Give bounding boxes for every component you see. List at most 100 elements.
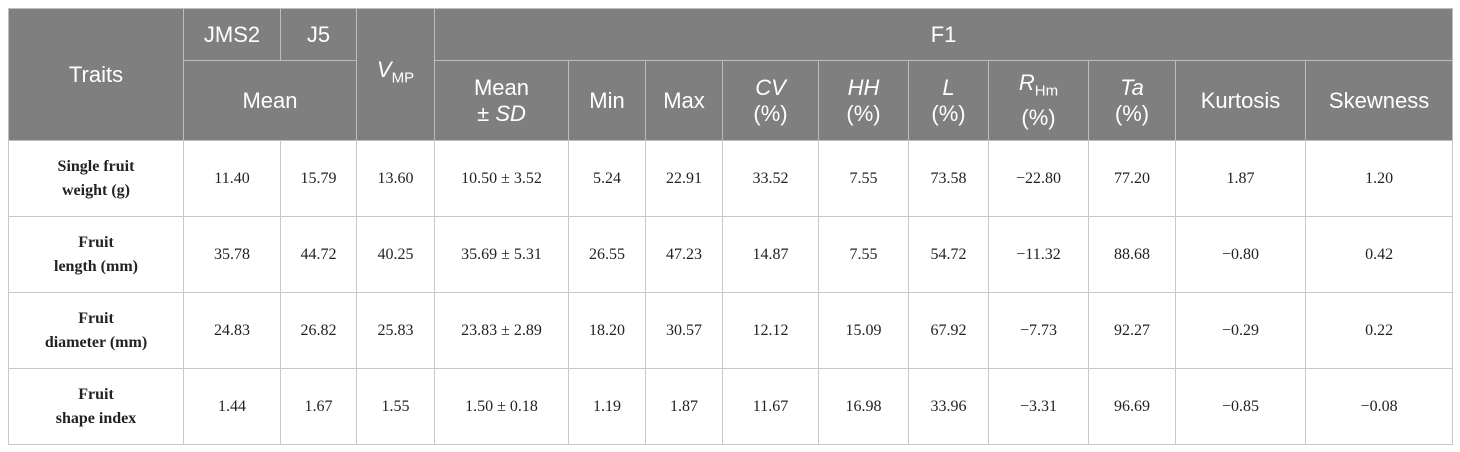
value-cell: 40.25 bbox=[356, 216, 435, 293]
value-cell: 1.44 bbox=[183, 368, 281, 445]
value-cell: 67.92 bbox=[908, 292, 989, 369]
value-cell: 47.23 bbox=[645, 216, 723, 293]
header-cell: J5 bbox=[280, 8, 357, 61]
table-row: Fruit diameter (mm) 24.83 26.82 25.83 23.83 ±… bbox=[8, 292, 1454, 369]
value-cell: 22.91 bbox=[645, 140, 723, 217]
value-cell: 1.50 ± 0.18 bbox=[434, 368, 569, 445]
value-cell: 1.20 bbox=[1304, 140, 1454, 217]
value-cell: 7.55 bbox=[818, 140, 909, 217]
symbol: V bbox=[376, 57, 392, 83]
header-cell: Mean bbox=[183, 60, 357, 141]
value-cell: 96.69 bbox=[1088, 368, 1176, 445]
value-cell: 73.58 bbox=[908, 140, 989, 217]
header-text: Kurtosis bbox=[1200, 87, 1281, 113]
trait-cell: Fruit diameter (mm) bbox=[8, 292, 184, 369]
value-cell: −0.80 bbox=[1175, 216, 1306, 293]
value-cell: 24.83 bbox=[183, 292, 281, 369]
symbol: CV bbox=[755, 74, 786, 100]
header-text: Max bbox=[663, 87, 705, 113]
value-cell: −11.32 bbox=[988, 216, 1089, 293]
value-cell: 16.98 bbox=[818, 368, 909, 445]
value-cell: 77.20 bbox=[1088, 140, 1176, 217]
header-cell: Kurtosis bbox=[1175, 60, 1306, 141]
value-cell: 33.52 bbox=[722, 140, 819, 217]
unit: (%) bbox=[931, 100, 966, 126]
trait-name: Fruit bbox=[78, 309, 114, 327]
table-row: Fruit shape index 1.44 1.67 1.55 1.50 ± 0.18 1… bbox=[8, 368, 1454, 445]
value-cell: −0.85 bbox=[1175, 368, 1306, 445]
value-cell: 1.87 bbox=[1175, 140, 1306, 217]
header-cell: VMP bbox=[356, 8, 435, 141]
value-cell: 18.20 bbox=[568, 292, 646, 369]
trait-cell: Fruit shape index bbox=[8, 368, 184, 445]
value-cell: 30.57 bbox=[645, 292, 723, 369]
trait-cell: Single fruit weight (g) bbox=[8, 140, 184, 217]
header-italic: SD bbox=[495, 100, 526, 126]
value-cell: 11.67 bbox=[722, 368, 819, 445]
value-cell: 15.09 bbox=[818, 292, 909, 369]
unit: (%) bbox=[1114, 100, 1150, 126]
header-cell: Mean ± SD bbox=[434, 60, 569, 141]
header-cell: L (%) bbox=[908, 60, 989, 141]
value-cell: 88.68 bbox=[1088, 216, 1176, 293]
value-cell: 10.50 ± 3.52 bbox=[434, 140, 569, 217]
header-cell: HH (%) bbox=[818, 60, 909, 141]
trait-name: weight (g) bbox=[62, 181, 130, 199]
header-cell: Ta (%) bbox=[1088, 60, 1176, 141]
value-cell: 44.72 bbox=[280, 216, 357, 293]
table-body: Single fruit weight (g) 11.40 15.79 13.60 10.… bbox=[8, 140, 1454, 445]
value-cell: 23.83 ± 2.89 bbox=[434, 292, 569, 369]
subscript: MP bbox=[391, 69, 415, 87]
header-cell: Skewness bbox=[1304, 60, 1454, 141]
header-cell: Traits bbox=[8, 8, 184, 141]
value-cell: 26.55 bbox=[568, 216, 646, 293]
value-cell: 14.87 bbox=[722, 216, 819, 293]
trait-name: diameter (mm) bbox=[44, 333, 148, 351]
table-row: Single fruit weight (g) 11.40 15.79 13.60 10.… bbox=[8, 140, 1454, 217]
table-row: Fruit length (mm) 35.78 44.72 40.25 35.69 ± 5… bbox=[8, 216, 1454, 293]
trait-name: Single fruit bbox=[57, 157, 135, 175]
value-cell: 15.79 bbox=[280, 140, 357, 217]
value-cell: 33.96 bbox=[908, 368, 989, 445]
trait-name: length (mm) bbox=[54, 257, 138, 275]
value-cell: 1.67 bbox=[280, 368, 357, 445]
value-cell: 1.19 bbox=[568, 368, 646, 445]
value-cell: 26.82 bbox=[280, 292, 357, 369]
value-cell: −22.80 bbox=[988, 140, 1089, 217]
header-row: Traits JMS2 J5 VMP F1 bbox=[8, 8, 1454, 141]
header-cell: JMS2 bbox=[183, 8, 281, 61]
header-cell: CV (%) bbox=[722, 60, 819, 141]
value-cell: −0.08 bbox=[1304, 368, 1454, 445]
unit: (%) bbox=[1021, 104, 1056, 130]
symbol: L bbox=[942, 74, 955, 100]
trait-name: Fruit bbox=[78, 385, 114, 403]
header-cell: Min bbox=[568, 60, 646, 141]
value-cell: 12.12 bbox=[722, 292, 819, 369]
symbol: Ta bbox=[1120, 74, 1144, 100]
trait-name: shape index bbox=[55, 409, 137, 427]
trait-name: Fruit bbox=[78, 233, 114, 251]
unit: (%) bbox=[753, 100, 788, 126]
data-table: Traits JMS2 J5 VMP F1 Mean Mean ± SD Min Ma… bbox=[8, 8, 1454, 445]
trait-cell: Fruit length (mm) bbox=[8, 216, 184, 293]
header-cell: RHm (%) bbox=[988, 60, 1089, 141]
value-cell: 5.24 bbox=[568, 140, 646, 217]
value-cell: −7.73 bbox=[988, 292, 1089, 369]
header-text: Mean bbox=[473, 74, 530, 100]
value-cell: 25.83 bbox=[356, 292, 435, 369]
value-cell: 54.72 bbox=[908, 216, 989, 293]
value-cell: 1.55 bbox=[356, 368, 435, 445]
value-cell: 7.55 bbox=[818, 216, 909, 293]
value-cell: −0.29 bbox=[1175, 292, 1306, 369]
header-text: Min bbox=[589, 87, 625, 113]
header-cell: Max bbox=[645, 60, 723, 141]
value-cell: 92.27 bbox=[1088, 292, 1176, 369]
value-cell: 1.87 bbox=[645, 368, 723, 445]
unit: (%) bbox=[846, 100, 881, 126]
symbol: HH bbox=[847, 74, 880, 100]
header-text: ± bbox=[477, 100, 490, 126]
value-cell: 35.69 ± 5.31 bbox=[434, 216, 569, 293]
value-cell: −3.31 bbox=[988, 368, 1089, 445]
value-cell: 11.40 bbox=[183, 140, 281, 217]
